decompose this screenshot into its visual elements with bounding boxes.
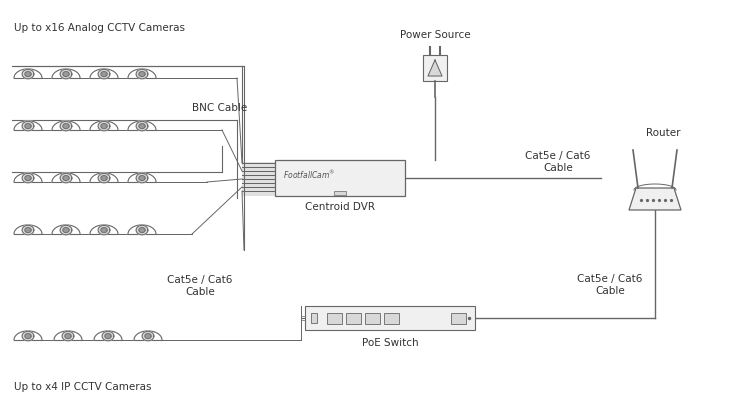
Polygon shape xyxy=(22,332,34,341)
Bar xyxy=(305,306,475,330)
Polygon shape xyxy=(105,334,111,339)
Text: Cat5e / Cat6
Cable: Cat5e / Cat6 Cable xyxy=(577,274,642,296)
Polygon shape xyxy=(136,121,148,131)
Polygon shape xyxy=(22,121,34,131)
Bar xyxy=(365,312,380,324)
Text: Cat5e / Cat6
Cable: Cat5e / Cat6 Cable xyxy=(168,275,233,297)
Polygon shape xyxy=(136,225,148,235)
Polygon shape xyxy=(14,225,42,234)
Polygon shape xyxy=(52,225,80,234)
Bar xyxy=(451,312,466,324)
Polygon shape xyxy=(98,225,110,235)
Polygon shape xyxy=(101,72,107,77)
Polygon shape xyxy=(102,332,114,341)
Bar xyxy=(384,312,399,324)
Polygon shape xyxy=(63,72,69,77)
Polygon shape xyxy=(60,173,72,183)
Text: FootfallCam$^\circledR$: FootfallCam$^\circledR$ xyxy=(283,169,335,181)
Polygon shape xyxy=(25,123,31,128)
Polygon shape xyxy=(52,121,80,130)
Bar xyxy=(311,313,317,323)
Polygon shape xyxy=(60,225,72,235)
Polygon shape xyxy=(14,121,42,130)
Polygon shape xyxy=(90,173,118,182)
Polygon shape xyxy=(128,225,156,234)
Text: Up to x16 Analog CCTV Cameras: Up to x16 Analog CCTV Cameras xyxy=(14,23,185,33)
Polygon shape xyxy=(65,334,71,339)
Polygon shape xyxy=(22,173,34,183)
Polygon shape xyxy=(139,228,145,233)
Text: Router: Router xyxy=(646,128,681,138)
Polygon shape xyxy=(60,69,72,79)
Polygon shape xyxy=(90,225,118,234)
Polygon shape xyxy=(629,188,681,210)
Polygon shape xyxy=(128,173,156,182)
Polygon shape xyxy=(145,334,151,339)
Polygon shape xyxy=(63,176,69,181)
Polygon shape xyxy=(60,121,72,131)
Polygon shape xyxy=(54,331,82,340)
Text: BNC Cable: BNC Cable xyxy=(193,103,248,113)
Polygon shape xyxy=(142,332,154,341)
Bar xyxy=(334,191,346,195)
Polygon shape xyxy=(22,69,34,79)
Polygon shape xyxy=(128,121,156,130)
Polygon shape xyxy=(101,228,107,233)
Bar xyxy=(346,312,361,324)
Polygon shape xyxy=(128,69,156,78)
Bar xyxy=(275,160,405,196)
Polygon shape xyxy=(25,334,31,339)
Polygon shape xyxy=(90,69,118,78)
Polygon shape xyxy=(25,72,31,77)
Text: Power Source: Power Source xyxy=(400,30,470,40)
Polygon shape xyxy=(428,60,442,76)
Polygon shape xyxy=(139,72,145,77)
Polygon shape xyxy=(98,173,110,183)
Bar xyxy=(423,55,447,81)
Text: Up to x4 IP CCTV Cameras: Up to x4 IP CCTV Cameras xyxy=(14,382,151,392)
Polygon shape xyxy=(22,225,34,235)
Polygon shape xyxy=(98,69,110,79)
Polygon shape xyxy=(139,176,145,181)
Text: Cat5e / Cat6
Cable: Cat5e / Cat6 Cable xyxy=(526,151,591,173)
Polygon shape xyxy=(134,331,162,340)
Polygon shape xyxy=(52,69,80,78)
Polygon shape xyxy=(94,331,122,340)
Text: PoE Switch: PoE Switch xyxy=(362,338,418,348)
Text: Centroid DVR: Centroid DVR xyxy=(305,202,375,212)
Polygon shape xyxy=(63,123,69,128)
Polygon shape xyxy=(136,69,148,79)
Polygon shape xyxy=(62,332,74,341)
Polygon shape xyxy=(63,228,69,233)
Bar xyxy=(242,162,275,196)
Polygon shape xyxy=(136,173,148,183)
Polygon shape xyxy=(101,123,107,128)
Polygon shape xyxy=(98,121,110,131)
Polygon shape xyxy=(14,331,42,340)
Polygon shape xyxy=(14,69,42,78)
Polygon shape xyxy=(101,176,107,181)
Polygon shape xyxy=(139,123,145,128)
Bar xyxy=(327,312,342,324)
Polygon shape xyxy=(14,173,42,182)
Polygon shape xyxy=(25,228,31,233)
Polygon shape xyxy=(90,121,118,130)
Polygon shape xyxy=(25,176,31,181)
Polygon shape xyxy=(52,173,80,182)
